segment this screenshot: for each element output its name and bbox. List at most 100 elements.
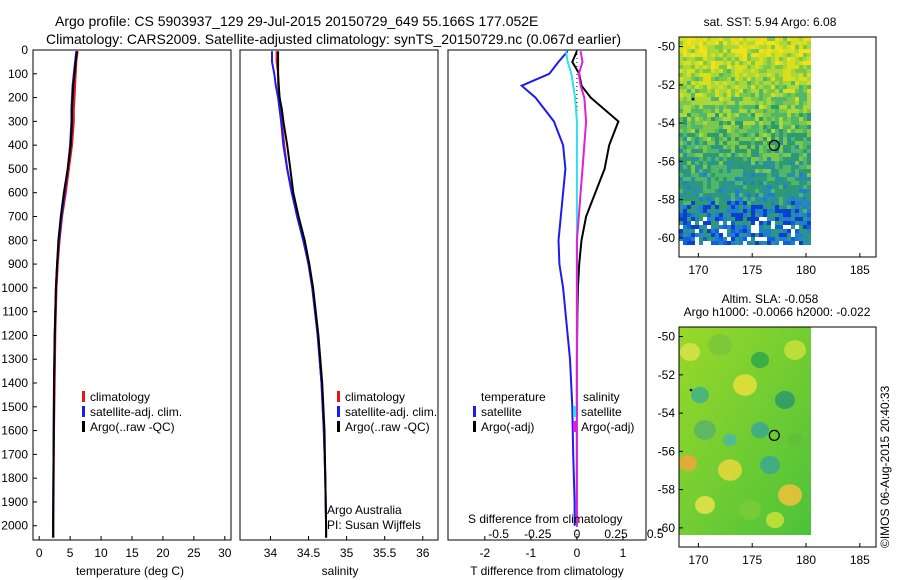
salinity-tick-labels: 34 34.5 35 35.5 36 [264,536,430,560]
sst-cell [763,229,767,233]
map-x-tick-label: 170 [688,553,708,567]
sst-cell [755,117,759,121]
sst-cell [799,157,803,161]
sst-cell [787,45,791,49]
sst-cell [747,161,751,165]
sst-cell [747,73,751,77]
sst-cell [795,53,799,57]
sst-cell [727,97,731,101]
sst-cell [715,209,719,213]
sst-cell [767,117,771,121]
sst-cell [771,93,775,97]
sst-cell [707,37,711,41]
sst-cell [727,149,731,153]
sst-cell [787,129,791,133]
sst-cell [795,49,799,53]
argo-position-marker [768,429,780,441]
sst-cell [747,49,751,53]
sst-cell [743,117,747,121]
sst-cell [695,93,699,97]
sst-cell [795,97,799,101]
sst-cell [779,133,783,137]
sst-cell [715,73,719,77]
y-tick-label: 2000 [1,519,28,533]
y-tick-label: 500 [8,162,28,176]
sst-cell [791,213,795,217]
sla-map-subtitle: Argo h1000: -0.0066 h2000: -0.022 [684,305,871,319]
sst-cell [771,189,775,193]
sst-cell [687,193,691,197]
sst-cell [787,165,791,169]
sst-cell [679,109,683,113]
sst-cell [779,209,783,213]
sst-cell [715,69,719,73]
sst-cell [719,61,723,65]
sst-cell [715,157,719,161]
map-y-tick-label: -50 [658,330,676,344]
sst-cell [791,121,795,125]
sst-cell [763,161,767,165]
x-tick-label: 34 [264,546,278,560]
sst-cell [807,77,811,81]
sst-cell [763,217,767,221]
sst-cell [759,41,763,45]
sst-cell [799,193,803,197]
sst-map-title: sat. SST: 5.94 Argo: 6.08 [704,15,837,29]
sst-cell [783,225,787,229]
sst-cell [767,241,771,245]
sst-cell [715,165,719,169]
sst-cell [731,229,735,233]
sst-cell [747,173,751,177]
sst-cell [727,73,731,77]
sst-cell [743,177,747,181]
map-x-tick-label: 180 [796,553,816,567]
sst-cell [807,233,811,237]
s-tick-label: -0.5 [488,527,509,541]
sst-cell [707,117,711,121]
legend-swatch-t-satellite [473,406,476,417]
sst-cell [791,81,795,85]
sst-cell [787,193,791,197]
sst-cell [743,233,747,237]
sst-cell [695,177,699,181]
sst-cell [691,121,695,125]
sst-cell [731,141,735,145]
sst-cell [703,193,707,197]
sst-cell [711,85,715,89]
sst-cell [783,181,787,185]
sst-cell [771,201,775,205]
sst-cell [755,149,759,153]
sst-cell [691,161,695,165]
sst-cell [791,49,795,53]
sst-cell [707,141,711,145]
sst-cell [679,53,683,57]
sst-cell [791,89,795,93]
sst-cell [783,197,787,201]
sst-cell [723,129,727,133]
sst-cell [763,125,767,129]
sst-cell [771,217,775,221]
sst-cell [759,61,763,65]
sst-cell [695,221,699,225]
sst-cell [775,197,779,201]
sst-cell [715,77,719,81]
sst-cell [687,137,691,141]
sst-cell [779,165,783,169]
sst-cell [779,97,783,101]
sst-cell [783,237,787,241]
sst-cell [679,85,683,89]
sst-cell [723,69,727,73]
sst-cell [743,69,747,73]
sst-cell [683,169,687,173]
sst-cell [695,53,699,57]
sst-cell [743,81,747,85]
sst-cell [747,93,751,97]
sst-cell [767,233,771,237]
sst-cell [691,173,695,177]
sst-cell [695,229,699,233]
sst-cell [715,53,719,57]
sst-cell [787,161,791,165]
sst-cell [743,169,747,173]
sst-cell [731,49,735,53]
sst-cell [779,117,783,121]
